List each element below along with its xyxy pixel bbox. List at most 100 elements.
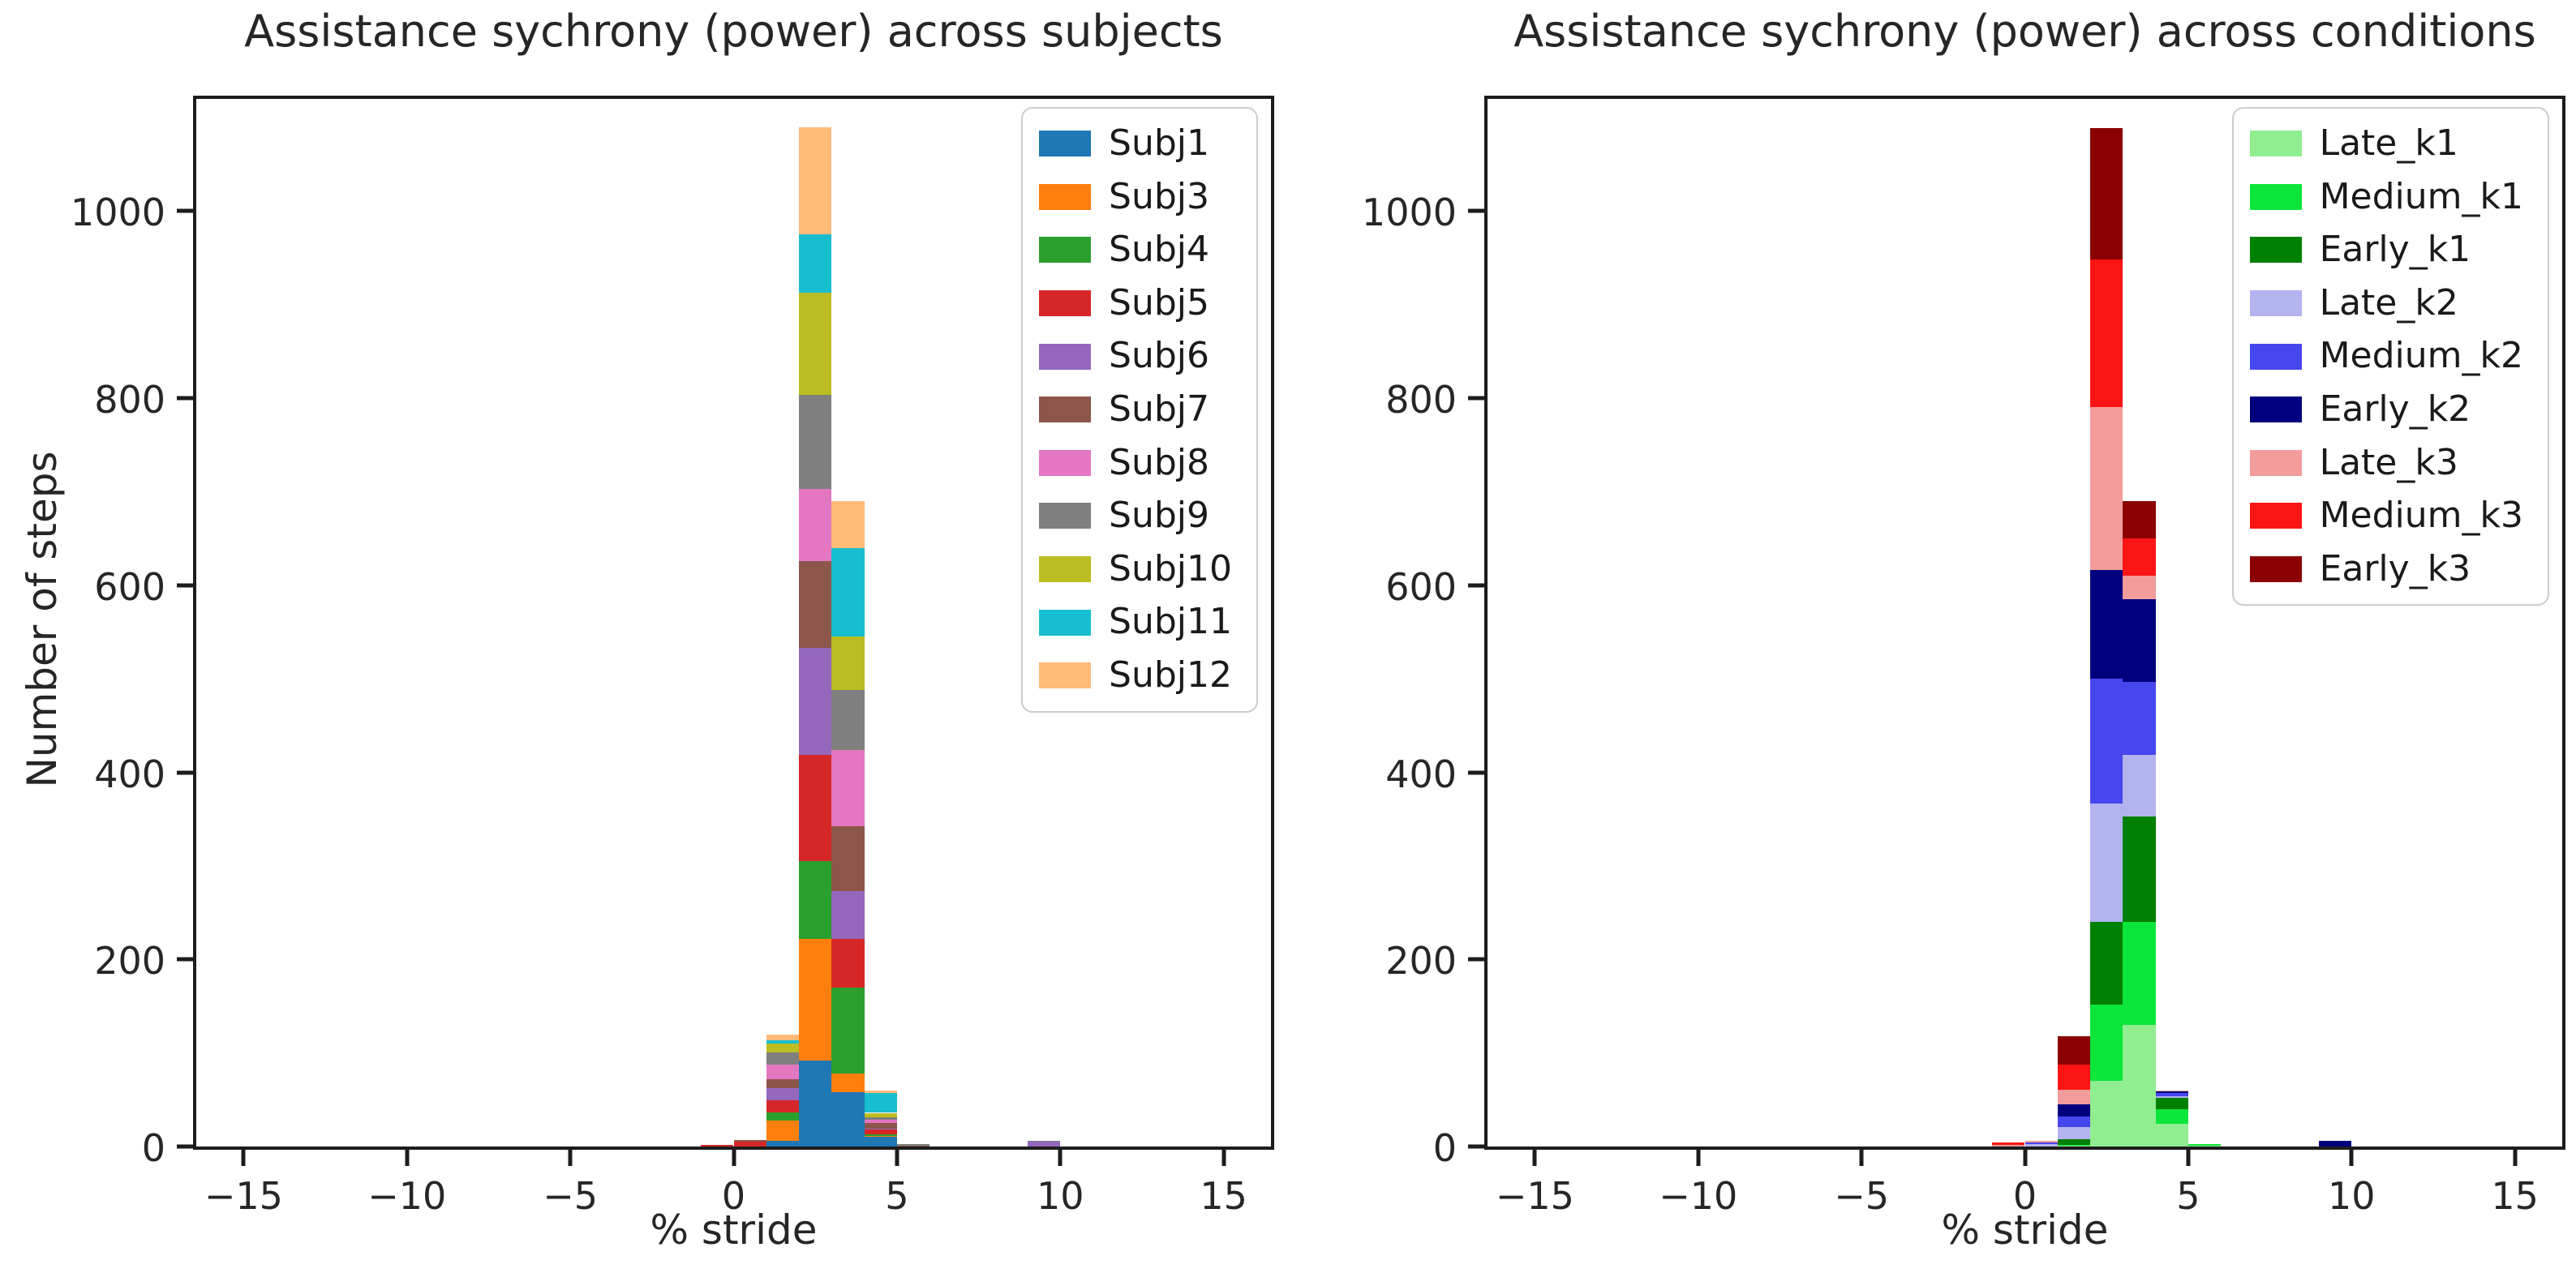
legend-label: Subj1 xyxy=(1109,122,1209,164)
bar-segment-subj6 xyxy=(831,891,865,939)
x-tick-mark xyxy=(1058,1150,1063,1166)
plot-area: Late_k1 Medium_k1 Early_k1 Late_k2 Medium_k2… xyxy=(1362,96,2565,1218)
bar-segment-medium_k2 xyxy=(2057,1117,2091,1127)
legend-swatch-icon xyxy=(1039,183,1092,210)
legend-swatch-icon xyxy=(1039,556,1092,583)
legend-label: Subj8 xyxy=(1109,441,1209,483)
bar-segment-subj12 xyxy=(864,1090,897,1094)
legend-swatch-icon xyxy=(2249,183,2302,210)
x-tick-label: 15 xyxy=(2491,1174,2539,1218)
legend-swatch-icon xyxy=(1039,237,1092,264)
x-tick-mark xyxy=(405,1150,410,1166)
bar-segment-subj1 xyxy=(799,1060,832,1147)
legend-label: Early_k2 xyxy=(2319,388,2471,430)
legend-swatch-icon xyxy=(1039,131,1092,157)
x-tick-label: 10 xyxy=(2327,1174,2376,1218)
bar-segment-subj10 xyxy=(766,1044,800,1052)
legend-swatch-icon xyxy=(1039,662,1092,689)
legend-swatch-icon xyxy=(2249,131,2302,157)
bar-segment-late_k2 xyxy=(2155,1095,2188,1099)
bar-segment-medium_k2 xyxy=(2155,1093,2188,1096)
bar-segment-subj11 xyxy=(831,547,865,637)
page-title: Assistance sychrony (power) across subje… xyxy=(244,6,1223,57)
x-tick-label: −10 xyxy=(367,1174,447,1218)
legend-swatch-icon xyxy=(1039,396,1092,423)
legend-swatch-icon xyxy=(1039,290,1092,317)
legend: Subj1 Subj3 Subj4 Subj5 Subj6 Subj7 Subj8 Subj9… xyxy=(1021,107,1258,713)
bar-segment-late_k3 xyxy=(2090,406,2123,571)
x-tick-label: 5 xyxy=(2176,1174,2200,1218)
bar-segment-late_k1 xyxy=(2057,1145,2091,1147)
legend-label: Early_k3 xyxy=(2319,547,2471,589)
bar-segment-late_k1 xyxy=(2187,1145,2222,1147)
bars-layer xyxy=(196,99,1271,1147)
legend-label: Subj3 xyxy=(1109,175,1209,217)
bar-segment-subj3 xyxy=(766,1120,800,1142)
bar-segment-late_k2 xyxy=(2057,1126,2091,1139)
bar-segment-late_k2 xyxy=(2123,754,2156,817)
bar-segment-early_k2 xyxy=(2318,1141,2352,1147)
x-tick-label: 10 xyxy=(1036,1174,1084,1218)
x-tick-mark xyxy=(2349,1150,2354,1166)
bar-segment-subj7 xyxy=(831,826,865,892)
bar-segment-subj12 xyxy=(766,1034,800,1040)
y-tick-mark xyxy=(1468,1144,1484,1149)
bar-segment-medium_k1 xyxy=(2123,922,2156,1026)
legend-entry: Subj12 xyxy=(1039,654,1232,697)
legend-swatch-icon xyxy=(2249,290,2302,317)
bar-segment-subj4 xyxy=(864,1134,897,1137)
y-tick-label: 800 xyxy=(1385,378,1457,422)
bar-segment-subj1 xyxy=(831,1092,865,1147)
x-tick-mark xyxy=(2513,1150,2518,1166)
bar-segment-subj11 xyxy=(799,234,832,293)
legend-label: Early_k1 xyxy=(2319,229,2471,271)
legend-swatch-icon xyxy=(1039,503,1092,529)
legend-entry: Subj4 xyxy=(1039,229,1232,271)
y-tick-mark xyxy=(177,770,193,775)
x-axis-label: % stride xyxy=(1941,1207,2109,1254)
x-tick-label: −15 xyxy=(204,1174,283,1218)
bar-segment-subj6 xyxy=(1027,1142,1061,1147)
bar-segment-medium_k1 xyxy=(2090,1004,2123,1082)
bar-segment-early_k3 xyxy=(2090,127,2123,260)
bar-segment-late_k1 xyxy=(2155,1124,2188,1147)
legend-swatch-icon xyxy=(1039,343,1092,370)
legend-entry: Late_k1 xyxy=(2249,122,2523,165)
y-tick-mark xyxy=(1468,957,1484,962)
bar-segment-late_k1 xyxy=(2123,1025,2156,1147)
legend-label: Subj11 xyxy=(1109,601,1232,643)
legend-label: Subj5 xyxy=(1109,281,1209,324)
legend-label: Subj9 xyxy=(1109,495,1209,537)
y-tick-label: 200 xyxy=(1385,939,1457,984)
y-tick-label: 200 xyxy=(94,939,165,984)
legend-label: Subj4 xyxy=(1109,229,1209,271)
x-tick-label: −10 xyxy=(1659,1174,1738,1218)
bar-segment-subj4 xyxy=(831,987,865,1074)
bar-segment-subj3 xyxy=(831,1074,865,1093)
legend-entry: Early_k2 xyxy=(2249,388,2523,431)
bar-segment-early_k3 xyxy=(2123,501,2156,539)
legend-entry: Subj7 xyxy=(1039,388,1232,431)
bar-segment-medium_k1 xyxy=(2155,1108,2188,1125)
chart-conditions: Assistance sychrony (power) across condi… xyxy=(1288,0,2576,1273)
legend-entry: Subj6 xyxy=(1039,336,1232,377)
y-axis-label: Number of steps xyxy=(19,451,66,788)
bar-segment-medium_k3 xyxy=(2123,538,2156,576)
chart-subjects: Assistance sychrony (power) across subje… xyxy=(19,6,1274,1254)
legend-entry: Subj1 xyxy=(1039,122,1232,165)
bar-segment-early_k1 xyxy=(2057,1138,2091,1145)
bar-segment-medium_k1 xyxy=(2057,1144,2091,1146)
x-tick-label: 5 xyxy=(885,1174,909,1218)
bar-segment-early_k2 xyxy=(2057,1104,2091,1117)
legend-label: Late_k2 xyxy=(2319,281,2458,324)
legend-swatch-icon xyxy=(2249,343,2302,370)
x-tick-label: −15 xyxy=(1495,1174,1574,1218)
bar-segment-subj1 xyxy=(864,1137,897,1147)
plot-area: Subj1 Subj3 Subj4 Subj5 Subj6 Subj7 Subj8 Subj9… xyxy=(71,96,1274,1218)
y-tick-label: 400 xyxy=(94,752,165,796)
bar-segment-late_k3 xyxy=(2123,576,2156,600)
y-tick-mark xyxy=(1468,583,1484,588)
bar-segment-late_k2 xyxy=(2090,803,2123,923)
bar-segment-early_k2 xyxy=(2123,599,2156,682)
x-tick-mark xyxy=(2023,1150,2027,1166)
